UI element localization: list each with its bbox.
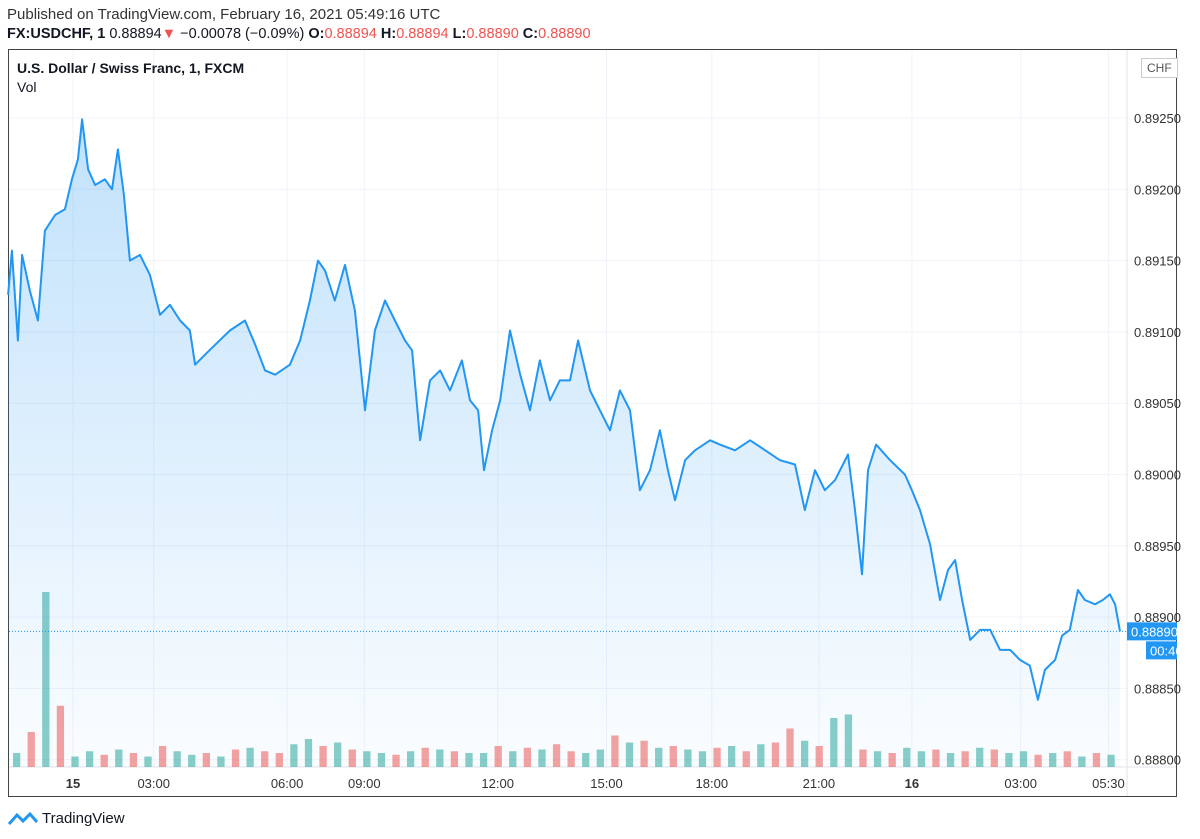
- x-tick-label: 15:00: [590, 776, 623, 791]
- x-tick-label: 21:00: [803, 776, 836, 791]
- y-tick-label: 0.88800: [1134, 753, 1181, 768]
- volume-legend: Vol: [17, 79, 37, 95]
- open-label: O:: [308, 26, 325, 42]
- tradingview-logo-icon: [8, 811, 38, 825]
- y-tick-label: 0.89050: [1134, 396, 1181, 411]
- low-label: L:: [452, 26, 467, 42]
- chart-title: U.S. Dollar / Swiss Franc, 1, FXCM: [17, 60, 245, 76]
- published-info: Published on TradingView.com, February 1…: [7, 6, 441, 23]
- x-tick-label: 09:00: [348, 776, 381, 791]
- price-line: [7, 118, 1121, 701]
- symbol: FX:USDCHF, 1: [7, 26, 106, 42]
- countdown-badge: [1146, 641, 1177, 660]
- x-tick-label: 16: [905, 776, 919, 791]
- down-arrow-icon: ▼: [161, 26, 177, 42]
- close-value: 0.88890: [538, 26, 591, 42]
- y-tick-label: 0.89000: [1134, 468, 1181, 483]
- price-area-fill: [8, 119, 1121, 767]
- high-value: 0.88894: [396, 26, 449, 42]
- low-value: 0.88890: [466, 26, 519, 42]
- x-tick-label: 03:00: [1004, 776, 1037, 791]
- currency-button[interactable]: CHF: [1141, 58, 1178, 78]
- y-tick-label: 0.88900: [1134, 610, 1181, 625]
- y-tick-label: 0.89150: [1134, 254, 1181, 269]
- brand-name: TradingView: [42, 810, 125, 827]
- y-tick-label: 0.89200: [1134, 182, 1181, 197]
- y-tick-label: 0.89100: [1134, 325, 1181, 340]
- x-tick-label: 05:30: [1092, 776, 1125, 791]
- current-price-badge: [1127, 622, 1177, 641]
- x-tick-label: 15: [66, 776, 80, 791]
- y-tick-label: 0.88850: [1134, 681, 1181, 696]
- x-tick-label: 18:00: [696, 776, 729, 791]
- tradingview-logo[interactable]: TradingView: [8, 810, 125, 827]
- y-tick-label: 0.88950: [1134, 539, 1181, 554]
- x-tick-label: 12:00: [481, 776, 514, 791]
- open-value: 0.88894: [324, 26, 377, 42]
- price-change: −0.00078 (−0.09%): [180, 26, 305, 42]
- y-tick-label: 0.89250: [1134, 111, 1181, 126]
- high-label: H:: [380, 26, 397, 42]
- x-tick-label: 03:00: [137, 776, 170, 791]
- x-tick-label: 06:00: [271, 776, 304, 791]
- symbol-info-bar: FX:USDCHF, 1 0.88894▼ −0.00078 (−0.09%) …: [7, 26, 591, 42]
- last-price: 0.88894: [109, 26, 162, 42]
- current-price-label: 0.88890: [1131, 624, 1178, 639]
- countdown-label: 00:46: [1150, 643, 1183, 658]
- close-label: C:: [522, 26, 539, 42]
